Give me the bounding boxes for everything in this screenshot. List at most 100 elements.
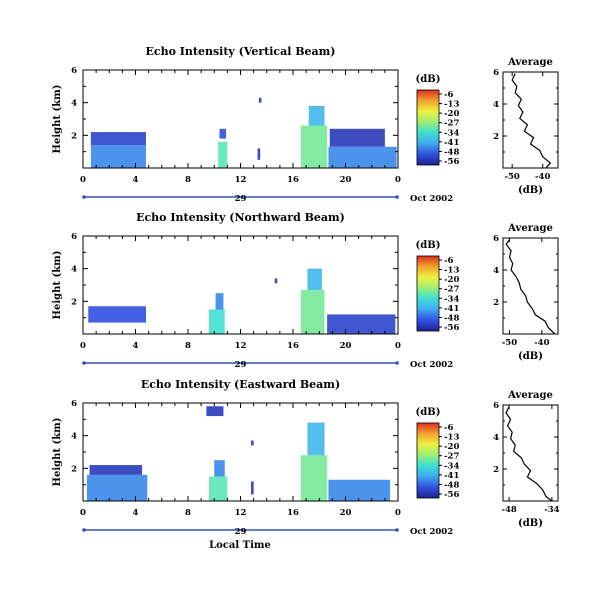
x-tick-label: 12 (235, 508, 247, 518)
colorbar (416, 422, 440, 499)
y-tick-label: 4 (71, 432, 77, 442)
colorbar-tick-label: -6 (444, 256, 454, 266)
x-tick-label: 4 (133, 508, 139, 518)
colorbar-unit: (dB) (416, 74, 441, 85)
x-tick-label: 16 (287, 175, 299, 185)
echo-cell (300, 455, 328, 501)
colorbar-tick-label: -41 (444, 138, 459, 148)
y-tick-label: 4 (71, 265, 77, 275)
average-y-tick-label: 6 (493, 68, 499, 78)
average-y-tick-label: 6 (493, 401, 499, 411)
echo-cell (90, 145, 146, 168)
colorbar-tick-label: -13 (444, 100, 459, 110)
echo-cell (86, 474, 148, 501)
date-span-start (82, 361, 86, 365)
average-x-tick-label: -48 (501, 505, 516, 515)
colorbar-unit: (dB) (416, 407, 441, 418)
x-tick-label: 0 (395, 508, 401, 518)
x-tick-label: 12 (235, 175, 247, 185)
average-y-tick-label: 2 (493, 132, 499, 142)
date-month: Oct 2002 (410, 194, 453, 204)
echo-cell (329, 128, 385, 147)
x-tick-label: 0 (80, 508, 86, 518)
colorbar-tick-label: -48 (444, 480, 459, 490)
average-y-tick-label: 2 (493, 465, 499, 475)
x-tick-label: 0 (80, 175, 86, 185)
local-time-label: Local Time (209, 540, 271, 551)
panel-2: Echo Intensity (Eastward Beam) 0 4 8 12 16 20 0… (52, 378, 560, 537)
echo-cell (327, 314, 396, 334)
colorbar-tick-label: -41 (444, 471, 459, 481)
average-x-tick-label: -40 (534, 338, 549, 348)
date-day: 29 (235, 527, 247, 537)
colorbar-tick-label: -27 (444, 285, 459, 295)
average-x-tick-label: -34 (544, 505, 559, 515)
average-frame (502, 71, 559, 169)
colorbar-tick-label: -56 (444, 157, 459, 167)
date-day: 29 (235, 360, 247, 370)
average-x-tick-label: -50 (504, 172, 519, 182)
average-y-tick-label: 4 (493, 433, 499, 443)
average-y-tick-label: 4 (493, 266, 499, 276)
y-tick-label: 6 (71, 66, 77, 76)
panel-title: Echo Intensity (Eastward Beam) (141, 378, 340, 391)
x-tick-label: 16 (287, 508, 299, 518)
colorbar-tick-label: -20 (444, 275, 459, 285)
colorbar-tick-label: -34 (444, 128, 459, 138)
y-tick-label: 2 (71, 131, 77, 141)
colorbar-tick-label: -20 (444, 109, 459, 119)
colorbar-tick-label: -48 (444, 313, 459, 323)
panel-0: Echo Intensity (Vertical Beam) 0 4 8 12 16 20 0… (52, 45, 559, 204)
x-tick-label: 8 (185, 341, 191, 351)
average-profile-line (511, 73, 552, 169)
date-span-start (82, 528, 86, 532)
colorbar-unit: (dB) (416, 240, 441, 251)
echo-cell (209, 309, 225, 334)
panel-title: Echo Intensity (Vertical Beam) (145, 45, 335, 58)
date-span-start (82, 195, 86, 199)
x-tick-label: 0 (395, 175, 401, 185)
colorbar-tick-label: -27 (444, 119, 459, 129)
echo-cell (215, 293, 224, 310)
average-profile-line (505, 239, 556, 335)
x-tick-label: 20 (340, 508, 352, 518)
y-axis-label: Height (km) (52, 85, 63, 154)
echo-cell (300, 289, 325, 334)
average-y-tick-label: 2 (493, 298, 499, 308)
colorbar-tick-label: -56 (444, 490, 459, 500)
echo-cell (308, 105, 325, 126)
average-profile-line (505, 406, 553, 502)
x-tick-label: 4 (133, 341, 139, 351)
colorbar-tick-label: -34 (444, 294, 459, 304)
y-tick-label: 6 (71, 399, 77, 409)
x-tick-label: 12 (235, 341, 247, 351)
echo-cell (328, 146, 397, 168)
colorbar-tick-label: -48 (444, 147, 459, 157)
date-month: Oct 2002 (410, 360, 453, 370)
colorbar (416, 255, 440, 332)
y-tick-label: 4 (71, 99, 77, 109)
date-span-end (395, 195, 399, 199)
echo-cell (218, 141, 228, 168)
echo-cell (89, 465, 143, 475)
average-title: Average (507, 57, 553, 68)
date-month: Oct 2002 (410, 527, 453, 537)
average-y-tick-label: 6 (493, 234, 499, 244)
colorbar-tick-label: -6 (444, 423, 454, 433)
echo-cell (251, 440, 254, 446)
echo-cell (90, 132, 146, 146)
y-axis-label: Height (km) (52, 418, 63, 487)
echo-cell (219, 128, 227, 139)
date-span-end (395, 361, 399, 365)
x-tick-label: 0 (80, 341, 86, 351)
echo-cell (274, 278, 278, 284)
average-x-tick-label: -40 (535, 172, 550, 182)
average-y-tick-label: 4 (493, 100, 499, 110)
colorbar-tick-label: -13 (444, 433, 459, 443)
colorbar-tick-label: -56 (444, 323, 459, 333)
y-tick-label: 6 (71, 232, 77, 242)
date-day: 29 (235, 194, 247, 204)
average-title: Average (507, 390, 553, 401)
x-tick-label: 20 (340, 341, 352, 351)
